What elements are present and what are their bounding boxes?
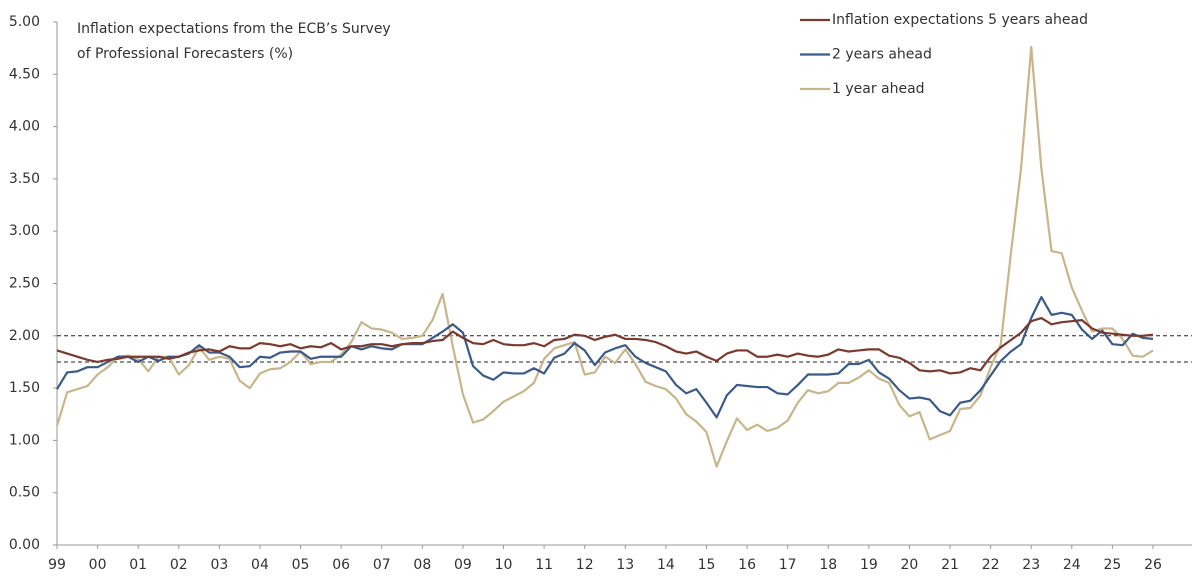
x-tick-label: 07 xyxy=(373,557,391,573)
y-tick-label: 4.50 xyxy=(9,66,40,82)
series-line xyxy=(56,316,1154,375)
x-tick-label: 04 xyxy=(251,557,269,573)
series-line xyxy=(55,46,1154,468)
y-tick-label: 0.00 xyxy=(9,537,40,553)
x-tick-label: 11 xyxy=(535,557,553,573)
legend-label: Inflation expectations 5 years ahead xyxy=(832,12,1088,28)
x-tick-label: 99 xyxy=(48,557,66,573)
legend-label: 1 year ahead xyxy=(832,81,925,97)
y-tick-label: 1.50 xyxy=(9,380,40,396)
y-tick-label: 3.00 xyxy=(9,223,40,239)
x-tick-label: 21 xyxy=(941,557,959,573)
y-tick-label: 4.00 xyxy=(9,119,40,135)
chart-title: Inflation expectations from the ECB’s Su… xyxy=(77,21,391,62)
y-tick-label: 3.50 xyxy=(9,171,40,187)
x-tick-label: 19 xyxy=(860,557,878,573)
x-tick-label: 23 xyxy=(1022,557,1040,573)
x-tick-label: 15 xyxy=(698,557,716,573)
series-line xyxy=(56,296,1154,419)
x-tick-label: 06 xyxy=(332,557,350,573)
y-tick-label: 2.00 xyxy=(9,328,40,344)
x-tick-label: 24 xyxy=(1063,557,1081,573)
y-tick-label: 1.00 xyxy=(9,432,40,448)
x-tick-label: 16 xyxy=(738,557,756,573)
x-tick-label: 26 xyxy=(1144,557,1162,573)
y-tick-label: 2.50 xyxy=(9,276,40,292)
legend-label: 2 years ahead xyxy=(832,47,932,63)
x-tick-label: 20 xyxy=(901,557,919,573)
x-tick-label: 17 xyxy=(779,557,797,573)
y-tick-label: 5.00 xyxy=(9,14,40,30)
x-tick-label: 10 xyxy=(495,557,513,573)
x-tick-label: 01 xyxy=(129,557,147,573)
y-tick-label: 0.50 xyxy=(9,485,40,501)
x-tick-label: 00 xyxy=(89,557,107,573)
x-tick-label: 02 xyxy=(170,557,188,573)
x-tick-label: 14 xyxy=(657,557,675,573)
x-tick-label: 08 xyxy=(413,557,431,573)
x-tick-label: 03 xyxy=(210,557,228,573)
x-tick-label: 18 xyxy=(819,557,837,573)
x-tick-label: 09 xyxy=(454,557,472,573)
x-tick-label: 12 xyxy=(576,557,594,573)
x-tick-label: 13 xyxy=(616,557,634,573)
x-tick-label: 22 xyxy=(982,557,1000,573)
x-tick-label: 25 xyxy=(1103,557,1121,573)
x-tick-label: 05 xyxy=(292,557,310,573)
